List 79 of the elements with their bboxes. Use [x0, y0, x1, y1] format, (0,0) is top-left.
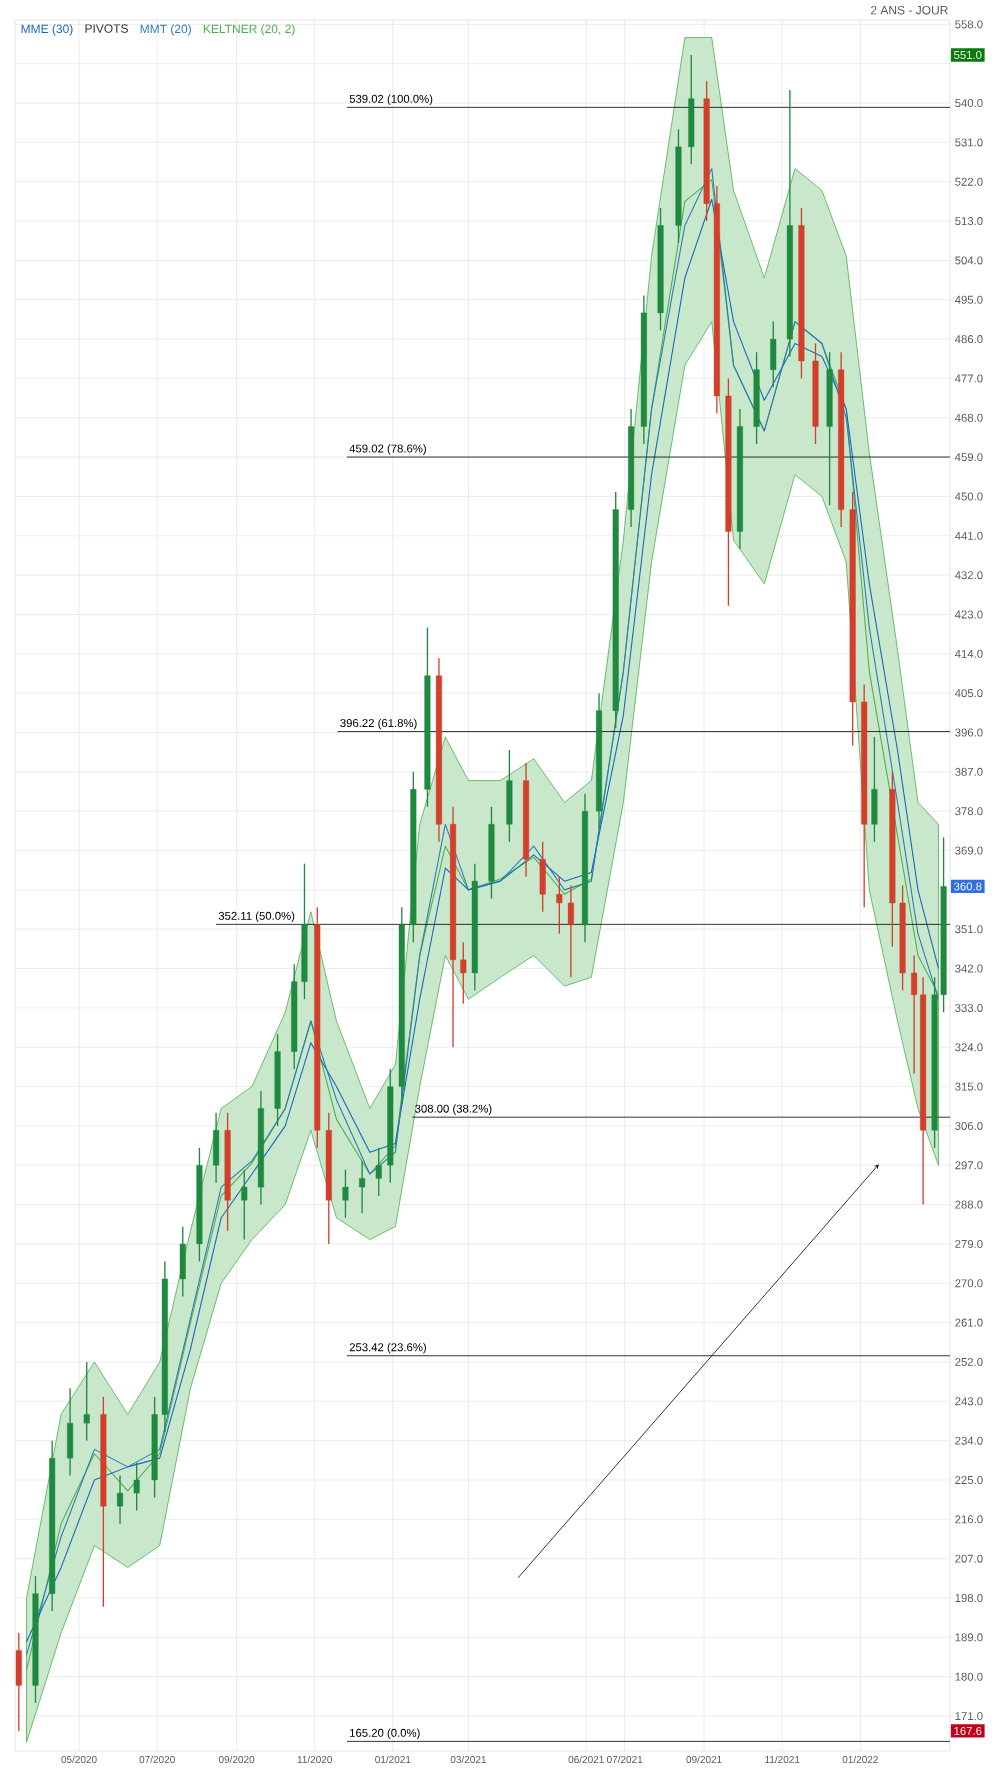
x-tick-label: 09/2021	[686, 1755, 722, 1764]
y-tick-label: 423.0	[954, 610, 983, 619]
y-tick-label: 459.0	[954, 453, 983, 462]
y-tick-label: 414.0	[954, 649, 983, 658]
x-tick-label: 05/2020	[61, 1755, 97, 1764]
y-tick-label: 180.0	[955, 1672, 983, 1681]
y-tick-label: 234.0	[955, 1436, 983, 1445]
candlestick	[556, 876, 563, 935]
y-tick-label: 306.0	[955, 1121, 983, 1130]
y-tick-label: 558.0	[955, 20, 983, 29]
ref-line-label: 253.42 (23.6%)	[349, 1342, 426, 1354]
y-tick-label: 288.0	[955, 1200, 983, 1209]
chart-subtitle: 2 ANS - JOUR	[870, 5, 948, 15]
y-tick-label: 324.0	[955, 1043, 983, 1052]
y-tick-label: 477.0	[954, 374, 983, 383]
candlestick	[133, 1461, 140, 1512]
ref-line-label: 165.20 (0.0%)	[350, 1728, 420, 1740]
y-tick-label: 171.0	[955, 1712, 983, 1721]
x-tick-label: 11/2021	[765, 1755, 800, 1764]
y-tick-label: 522.0	[955, 177, 983, 186]
y-tick-label: 189.0	[955, 1633, 983, 1642]
y-tick-label: 540.0	[955, 99, 983, 108]
annotation: PIVOTS	[85, 24, 128, 33]
y-tick-label: 495.0	[954, 295, 983, 304]
x-tick-label: 06/2021	[568, 1755, 604, 1764]
text: MMT (20)	[140, 24, 191, 36]
y-tick-label: 315.0	[955, 1082, 983, 1091]
y-tick-label: 450.0	[954, 492, 983, 501]
y-tick-label: 378.0	[955, 807, 983, 816]
y-tick-label: 432.0	[954, 571, 983, 580]
y-tick-label: 225.0	[955, 1475, 983, 1484]
y-tick-label: 297.0	[955, 1161, 983, 1170]
candlestick	[359, 1160, 366, 1215]
candlestick	[342, 1168, 349, 1219]
x-tick-label: 03/2021	[450, 1755, 486, 1764]
ref-line-label: 459.02 (78.6%)	[349, 444, 426, 455]
y-tick-label: 261.0	[955, 1318, 983, 1327]
y-tick-label: 513.0	[955, 217, 983, 226]
candlestick	[567, 884, 574, 978]
x-tick-label: 09/2020	[218, 1755, 255, 1764]
candlestick	[83, 1361, 90, 1442]
text: MME (30)	[21, 24, 73, 36]
candlestick	[911, 954, 918, 1075]
y-tick-label: 207.0	[955, 1554, 983, 1563]
candlestick	[241, 1168, 248, 1241]
x-tick-label: 01/2021	[375, 1755, 411, 1764]
y-tick-label: 396.0	[955, 728, 983, 737]
text: 551.0	[954, 50, 982, 59]
y-tick-label: 342.0	[955, 964, 983, 973]
y-tick-label: 531.0	[955, 138, 983, 147]
y-tick-label: 270.0	[955, 1279, 983, 1288]
ref-line-label: 539.02 (100.0%)	[349, 94, 433, 106]
annotation: 360.8	[954, 882, 982, 891]
x-tick-label: 01/2022	[842, 1755, 878, 1764]
ref-line-label: 308.00 (38.2%)	[415, 1104, 492, 1115]
y-tick-label: 387.0	[955, 767, 983, 776]
x-tick-label: 07/2021	[606, 1755, 643, 1764]
y-tick-label: 252.0	[955, 1357, 983, 1366]
ref-line-label: 396.22 (61.8%)	[340, 718, 417, 730]
y-tick-label: 405.0	[954, 689, 983, 698]
x-tick-label: 07/2020	[139, 1755, 175, 1764]
y-tick-label: 441.0	[954, 531, 983, 540]
y-tick-label: 243.0	[955, 1397, 983, 1406]
y-tick-label: 279.0	[955, 1239, 983, 1248]
x-tick-label: 11/2020	[297, 1755, 333, 1764]
y-tick-label: 504.0	[955, 256, 983, 265]
candlestick	[117, 1474, 124, 1525]
y-tick-label: 198.0	[955, 1594, 983, 1603]
candlestick	[375, 1147, 382, 1197]
y-tick-label: 351.0	[955, 925, 983, 934]
candlestick	[460, 941, 467, 1005]
text: KELTNER (20, 2)	[203, 24, 295, 36]
y-tick-label: 216.0	[955, 1515, 983, 1524]
y-tick-label: 333.0	[955, 1003, 983, 1012]
y-tick-label: 468.0	[954, 413, 983, 422]
ref-line-label: 352.11 (50.0%)	[218, 911, 295, 923]
y-tick-label: 369.0	[955, 846, 983, 855]
y-tick-label: 486.0	[954, 335, 983, 344]
text: 167.6	[954, 1726, 982, 1735]
